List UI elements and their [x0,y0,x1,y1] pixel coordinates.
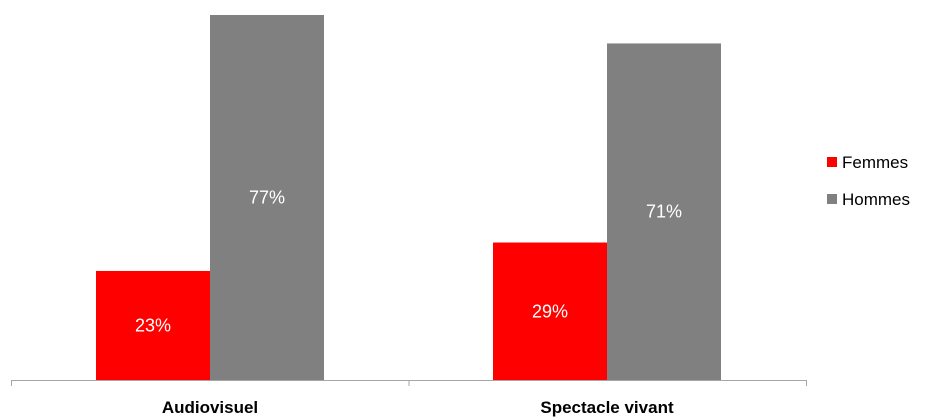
data-label-femmes-audiovisuel: 23% [135,315,171,335]
bars-group [96,15,721,380]
legend: Femmes Hommes [827,153,910,209]
data-label-hommes-audiovisuel: 77% [249,188,285,208]
bar-femmes-spectacle-vivant [493,242,607,380]
legend-swatch-hommes [827,194,837,204]
x-axis [11,380,807,386]
data-label-hommes-spectacle-vivant: 71% [646,202,682,222]
legend-label-hommes: Hommes [842,190,910,209]
legend-label-femmes: Femmes [842,153,908,172]
bar-femmes-audiovisuel [96,270,210,380]
category-label-spectacle-vivant: Spectacle vivant [540,398,674,417]
bar-hommes-audiovisuel [210,15,324,380]
legend-swatch-femmes [827,157,837,167]
bar-labels-group: 23% 77% 29% 71% [135,188,682,336]
category-labels-group: Audiovisuel Spectacle vivant [162,398,674,417]
bar-hommes-spectacle-vivant [607,43,721,380]
data-label-femmes-spectacle-vivant: 29% [532,301,568,321]
category-label-audiovisuel: Audiovisuel [162,398,258,417]
